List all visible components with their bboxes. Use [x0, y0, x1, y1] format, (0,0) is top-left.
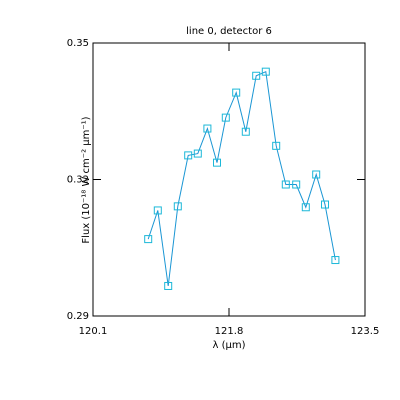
data-marker: [184, 151, 193, 160]
x-axis-label: λ (μm): [212, 340, 245, 351]
y-tick-label: 0.29: [67, 311, 89, 322]
data-marker: [221, 113, 230, 122]
data-marker: [241, 127, 250, 136]
data-marker: [232, 88, 241, 97]
data-marker: [292, 180, 301, 189]
data-marker: [312, 170, 321, 179]
data-marker: [164, 281, 173, 290]
data-marker: [261, 67, 270, 76]
data-marker: [153, 206, 162, 215]
data-marker: [144, 235, 153, 244]
y-tick-label: 0.32: [67, 175, 89, 186]
data-marker: [301, 203, 310, 212]
data-marker: [252, 71, 261, 80]
data-marker: [213, 158, 221, 167]
data-marker: [321, 200, 329, 209]
x-tick-label: 123.5: [351, 326, 380, 337]
data-marker: [331, 256, 340, 265]
x-tick-label: 121.8: [215, 326, 244, 337]
chart-title: line 0, detector 6: [186, 26, 272, 37]
data-marker: [281, 180, 290, 189]
y-axis-label: Flux (10⁻¹⁸ W cm⁻² μm⁻¹): [81, 116, 92, 243]
data-marker: [203, 124, 212, 133]
data-marker: [272, 141, 281, 150]
data-marker: [193, 149, 202, 158]
y-tick-label: 0.35: [67, 38, 89, 49]
x-tick-label: 120.1: [79, 326, 108, 337]
data-marker: [173, 202, 182, 211]
